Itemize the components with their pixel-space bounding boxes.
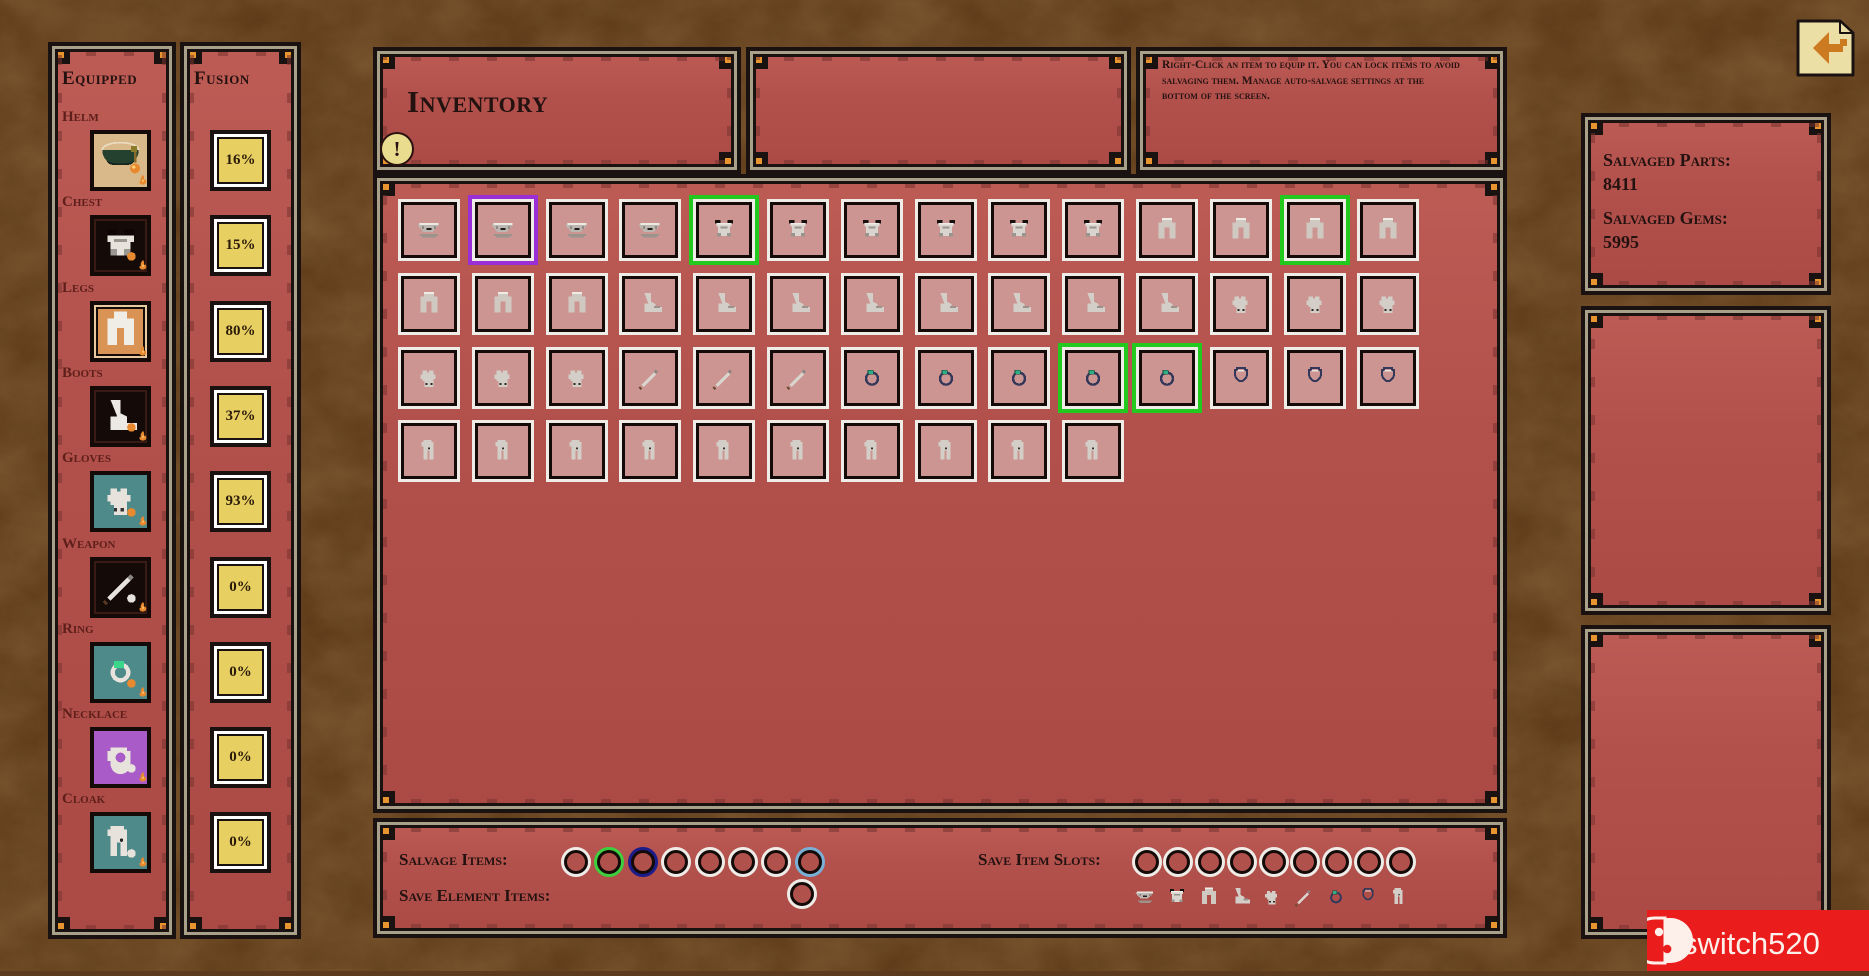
svg-text:switch520: switch520 [1682, 926, 1820, 961]
